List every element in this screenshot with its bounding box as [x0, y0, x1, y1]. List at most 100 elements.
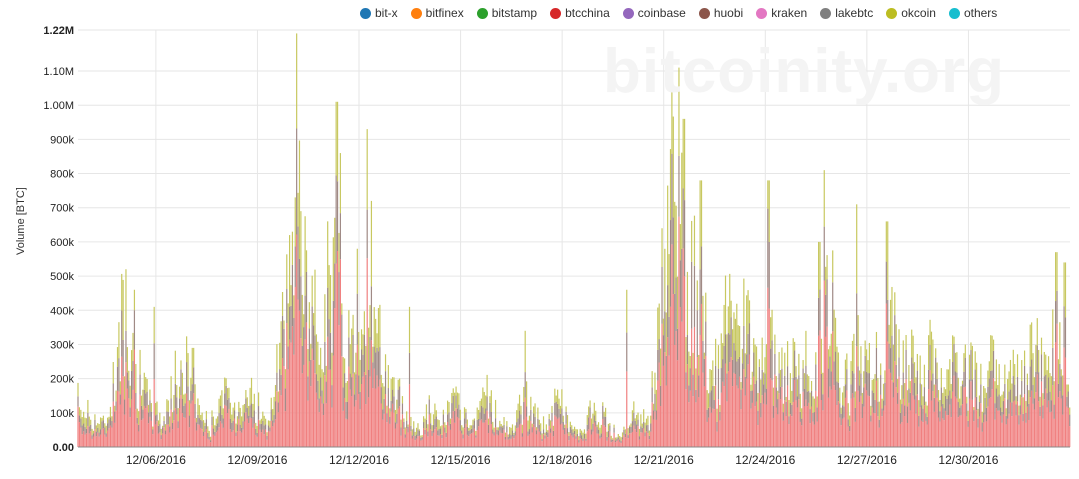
volume-bar — [832, 250, 834, 447]
bar-segment-btcchina — [1043, 399, 1045, 447]
bar-segment-btcchina — [892, 397, 894, 447]
volume-bar — [478, 409, 480, 447]
bar-segment-okcoin — [1005, 408, 1007, 416]
volume-bar — [458, 393, 460, 447]
legend-item-kraken[interactable]: kraken — [756, 6, 807, 20]
bar-segment-btcchina — [336, 250, 339, 447]
bar-segment-huobi — [832, 282, 834, 332]
bar-segment-huobi — [149, 400, 151, 417]
bar-segment-okcoin — [762, 372, 765, 385]
volume-bar — [805, 330, 807, 447]
bar-segment-huobi — [846, 369, 848, 391]
bar-segment-btcchina — [889, 372, 892, 447]
bar-segment-btcchina — [881, 416, 883, 447]
bar-segment-huobi — [978, 401, 981, 417]
bar-segment-huobi — [581, 435, 583, 440]
bar-segment-okcoin — [366, 129, 368, 210]
bar-segment-btcchina — [815, 390, 817, 447]
volume-bar — [976, 362, 978, 447]
volume-bar — [882, 383, 885, 447]
bar-segment-huobi — [78, 415, 81, 423]
bar-segment-okcoin — [430, 413, 432, 424]
bar-segment-btcchina — [454, 422, 456, 447]
legend-item-btcchina[interactable]: btcchina — [550, 6, 610, 20]
bar-segment-huobi — [88, 426, 90, 434]
legend-item-others[interactable]: others — [948, 6, 997, 20]
bar-segment-btcchina — [376, 375, 378, 447]
volume-bar — [99, 417, 102, 447]
bar-segment-btcchina — [81, 434, 83, 447]
bar-segment-btcchina — [1028, 419, 1030, 447]
bar-segment-huobi — [935, 357, 937, 385]
bar-segment-btcchina — [566, 433, 569, 447]
bar-segment-huobi — [786, 366, 789, 386]
bar-segment-okcoin — [998, 364, 1000, 395]
volume-bar — [616, 437, 618, 447]
bar-segment-btcchina — [472, 432, 474, 447]
bar-segment-btcchina — [408, 384, 411, 447]
volume-bar — [764, 357, 766, 447]
volume-bar — [748, 300, 751, 447]
bar-segment-okcoin — [713, 386, 715, 401]
legend-item-okcoin[interactable]: okcoin — [886, 6, 936, 20]
bar-segment-okcoin — [700, 180, 703, 247]
bar-segment-okcoin — [954, 352, 957, 372]
bar-segment-huobi — [472, 425, 474, 433]
legend-item-bit-x[interactable]: bit-x — [360, 6, 398, 20]
bar-segment-huobi — [923, 387, 926, 406]
bar-segment-okcoin — [627, 428, 629, 436]
bar-segment-okcoin — [136, 408, 138, 418]
volume-bar — [219, 395, 222, 447]
bar-segment-huobi — [662, 335, 665, 366]
volume-bar — [455, 386, 457, 447]
bar-segment-btcchina — [183, 417, 185, 447]
bar-segment-btcchina — [1064, 357, 1067, 447]
bar-segment-huobi — [81, 425, 83, 435]
legend-item-huobi[interactable]: huobi — [698, 6, 743, 20]
volume-bar — [1018, 405, 1020, 447]
bar-segment-okcoin — [262, 411, 264, 421]
bar-segment-btcchina — [342, 410, 344, 447]
legend-dot-icon — [820, 7, 832, 19]
bar-segment-huobi — [707, 407, 710, 418]
bar-segment-huobi — [383, 398, 385, 414]
bar-segment-okcoin — [904, 383, 906, 406]
bar-segment-huobi — [630, 426, 632, 434]
bar-segment-okcoin — [600, 424, 602, 434]
volume-bar — [954, 352, 957, 447]
legend-item-bitstamp[interactable]: bitstamp — [476, 6, 537, 20]
bar-segment-okcoin — [606, 431, 608, 437]
bar-segment-huobi — [377, 351, 380, 387]
bar-segment-huobi — [520, 414, 522, 424]
volume-bar — [977, 408, 979, 447]
bar-segment-btcchina — [765, 404, 768, 447]
legend-item-coinbase[interactable]: coinbase — [622, 6, 686, 20]
bar-segment-btcchina — [562, 429, 564, 447]
bar-segment-okcoin — [952, 335, 954, 363]
bar-segment-huobi — [111, 421, 113, 428]
volume-bar — [597, 422, 600, 447]
bar-segment-huobi — [524, 372, 526, 398]
bar-segment-huobi — [277, 402, 279, 413]
bar-segment-btcchina — [791, 416, 793, 447]
legend-item-lakebtc[interactable]: lakebtc — [820, 6, 873, 20]
bar-segment-huobi — [892, 382, 894, 398]
volume-bar — [496, 427, 498, 447]
bar-segment-btcchina — [112, 401, 114, 447]
volume-bar — [177, 408, 179, 447]
volume-bar — [414, 431, 416, 447]
bar-segment-btcchina — [384, 393, 387, 447]
bar-segment-okcoin — [815, 352, 817, 365]
volume-bar — [619, 436, 621, 447]
volume-bar — [404, 427, 406, 447]
legend-item-bitfinex[interactable]: bitfinex — [410, 6, 464, 20]
bar-segment-btcchina — [590, 434, 593, 447]
volume-bar — [682, 118, 684, 447]
bar-segment-btcchina — [944, 410, 947, 447]
volume-bar — [183, 394, 185, 447]
bar-segment-okcoin — [1025, 401, 1027, 413]
volume-bar — [966, 396, 968, 447]
bar-segment-huobi — [696, 310, 698, 358]
bar-segment-btcchina — [844, 397, 847, 447]
volume-bar — [661, 228, 663, 447]
